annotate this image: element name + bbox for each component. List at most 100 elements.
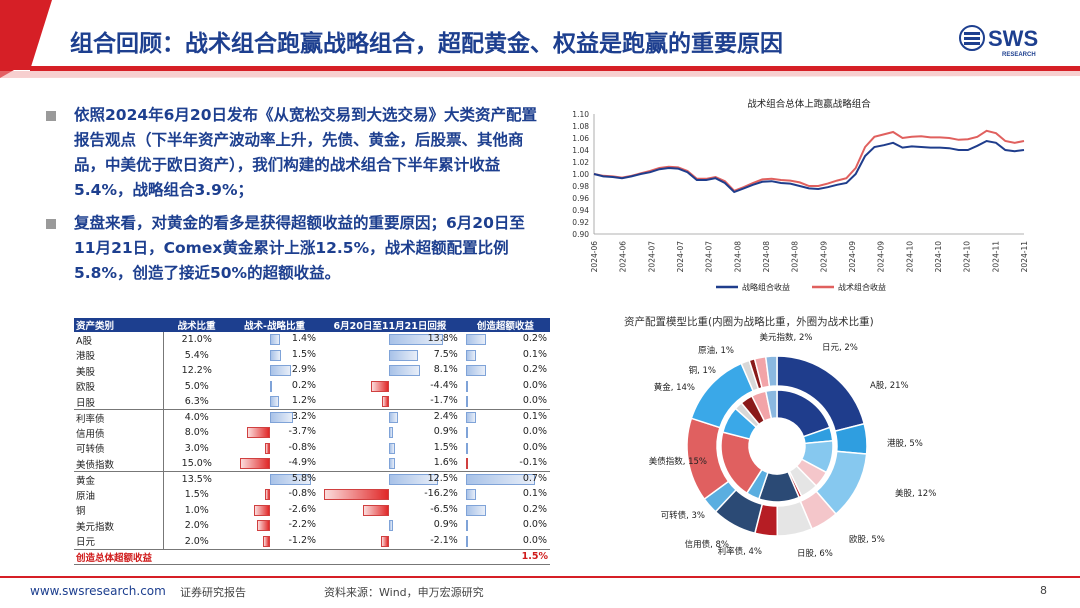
y-tick-label: 0.98 — [572, 182, 589, 191]
cell-value: 0.1% — [522, 411, 547, 422]
slice-label: 信用债, 8% — [685, 539, 729, 550]
tactical-weight: 1.0% — [184, 504, 209, 516]
table-row: 美元指数 2.0% -2.2% 0.9% 0.0% — [74, 518, 550, 534]
tactical-weight: 13.5% — [163, 471, 230, 487]
asset-name: 信用债 — [74, 425, 164, 441]
data-bar — [270, 365, 291, 376]
svg-text:SWS: SWS — [988, 26, 1038, 51]
data-bar — [380, 535, 390, 547]
x-tick-label: 2024-08 — [762, 241, 771, 273]
donut-title: 资产配置模型比重(内圈为战略比重，外圈为战术比重) — [624, 316, 874, 328]
return-cell: 2.4% — [319, 409, 461, 425]
header-cell: 战术比重 — [163, 318, 230, 332]
tactical-weight: 3.0% — [184, 442, 209, 454]
table-row: 美股 12.2% 2.9% 8.1% 0.2% — [74, 363, 550, 379]
tactical-weight: 6.3% — [184, 396, 209, 407]
x-tick-label: 2024-10 — [905, 241, 914, 273]
footer-site-link[interactable]: www.swsresearch.com — [30, 584, 166, 598]
tactical-weight: 8.0% — [184, 427, 209, 439]
cell-value: 0.2% — [291, 379, 317, 391]
data-bar — [254, 504, 271, 516]
excess-return-cell: 0.0% — [461, 534, 550, 550]
slice-label: 欧股, 5% — [849, 534, 885, 545]
data-bar — [265, 489, 271, 500]
weight-diff-cell: 1.2% — [230, 394, 319, 410]
excess-return-cell: 0.1% — [461, 487, 550, 503]
series-line — [593, 129, 1025, 192]
slice-label: 美股, 12% — [895, 488, 936, 499]
table-row: 港股 5.4% 1.5% 7.5% 0.1% — [74, 347, 550, 363]
table-row: 欧股 5.0% 0.2% -4.4% 0.0% — [74, 378, 550, 395]
slice-label: 利率债, 4% — [718, 546, 762, 557]
table-row: 可转债 3.0% -0.8% 1.5% 0.0% — [74, 440, 550, 456]
asset-name: 日股 — [74, 394, 164, 410]
slice-label: 原油, 1% — [698, 345, 734, 356]
cell-value: -4.4% — [430, 379, 458, 391]
footer-report-type: 证券研究报告 — [180, 586, 246, 599]
header-cell: 资产类别 — [74, 318, 164, 332]
excess-return-cell: 0.2% — [461, 332, 550, 348]
slice-label: 港股, 5% — [887, 438, 923, 449]
x-tick-label: 2024-09 — [877, 241, 886, 273]
asset-name: 原油 — [74, 487, 164, 503]
y-tick-label: 1.10 — [572, 110, 589, 119]
y-tick-label: 1.04 — [572, 146, 589, 155]
weight-diff-cell: -1.2% — [230, 534, 319, 550]
cell-value: -0.1% — [519, 457, 547, 468]
cell-value: 2.9% — [291, 364, 317, 375]
weight-diff-cell: 0.2% — [230, 379, 319, 395]
data-bar — [389, 334, 443, 345]
return-cell: 1.6% — [319, 456, 461, 472]
bullet-item: 复盘来看，对黄金的看多是获得超额收益的重要原因；6月20日至11月21日，Com… — [44, 211, 544, 286]
data-bar — [466, 365, 486, 376]
bullet-list: 依照2024年6月20日发布《从宽松交易到大选交易》大类资产配置报告观点（下半年… — [44, 103, 544, 294]
legend-label: 战术组合收益 — [838, 282, 886, 292]
legend-label: 战略组合收益 — [742, 282, 790, 292]
data-bar — [270, 412, 293, 423]
data-bar — [256, 520, 271, 531]
page-title: 组合回顾：战术组合跑赢战略组合，超配黄金、权益是跑赢的重要原因 — [70, 31, 783, 57]
table-header: 资产类别 战术比重 战术-战略比重 6月20日至11月21日回报 创造超额收益 — [74, 318, 550, 332]
data-bar — [389, 442, 395, 454]
asset-name: 欧股 — [74, 378, 164, 394]
footer-divider — [0, 576, 1080, 578]
table-row: 美债指数 15.0% -4.9% 1.6% -0.1% — [74, 456, 550, 472]
data-bar — [270, 474, 312, 485]
cell-value: -1.2% — [288, 534, 317, 546]
data-bar — [270, 380, 273, 392]
data-bar — [466, 412, 476, 423]
cell-value: 0.1% — [522, 348, 547, 360]
y-tick-label: 1.02 — [572, 158, 589, 167]
weight-diff-cell: -4.9% — [230, 456, 319, 472]
asset-name: 铜 — [74, 502, 164, 518]
excess-return-cell: 0.1% — [460, 409, 550, 425]
cell-value: -1.7% — [430, 395, 458, 406]
data-bar — [389, 474, 438, 485]
x-tick-label: 2024-10 — [934, 241, 943, 273]
table-row: A股 21.0% 1.4% 13.8% 0.2% — [74, 332, 550, 348]
data-bar — [466, 474, 535, 485]
y-tick-label: 0.96 — [572, 194, 589, 203]
data-bar — [363, 504, 390, 516]
tactical-weight: 5.4% — [184, 349, 209, 361]
cell-value: 12.5% — [427, 473, 458, 484]
inner-slice — [764, 389, 778, 420]
header-band — [0, 0, 1080, 78]
page-number: 8 — [1040, 584, 1047, 597]
data-bar — [270, 334, 281, 345]
cell-value: 0.0% — [522, 426, 547, 437]
return-cell: -2.1% — [319, 534, 461, 550]
cell-value: 1.5% — [291, 348, 317, 360]
table-row: 铜 1.0% -2.6% -6.5% 0.2% — [74, 502, 550, 518]
excess-return-cell: 0.0% — [461, 394, 550, 410]
data-bar — [466, 334, 486, 345]
cell-value: -2.2% — [288, 519, 317, 530]
tactical-weight: 5.0% — [184, 380, 209, 392]
x-tick-label: 2024-07 — [647, 241, 656, 273]
square-bullet-icon — [46, 219, 56, 229]
data-bar — [466, 442, 469, 454]
asset-name: 利率债 — [74, 409, 164, 425]
y-tick-label: 1.00 — [572, 170, 589, 179]
return-cell: 12.5% — [319, 471, 461, 487]
total-row: 创造总体超额收益 1.5% — [74, 548, 550, 565]
